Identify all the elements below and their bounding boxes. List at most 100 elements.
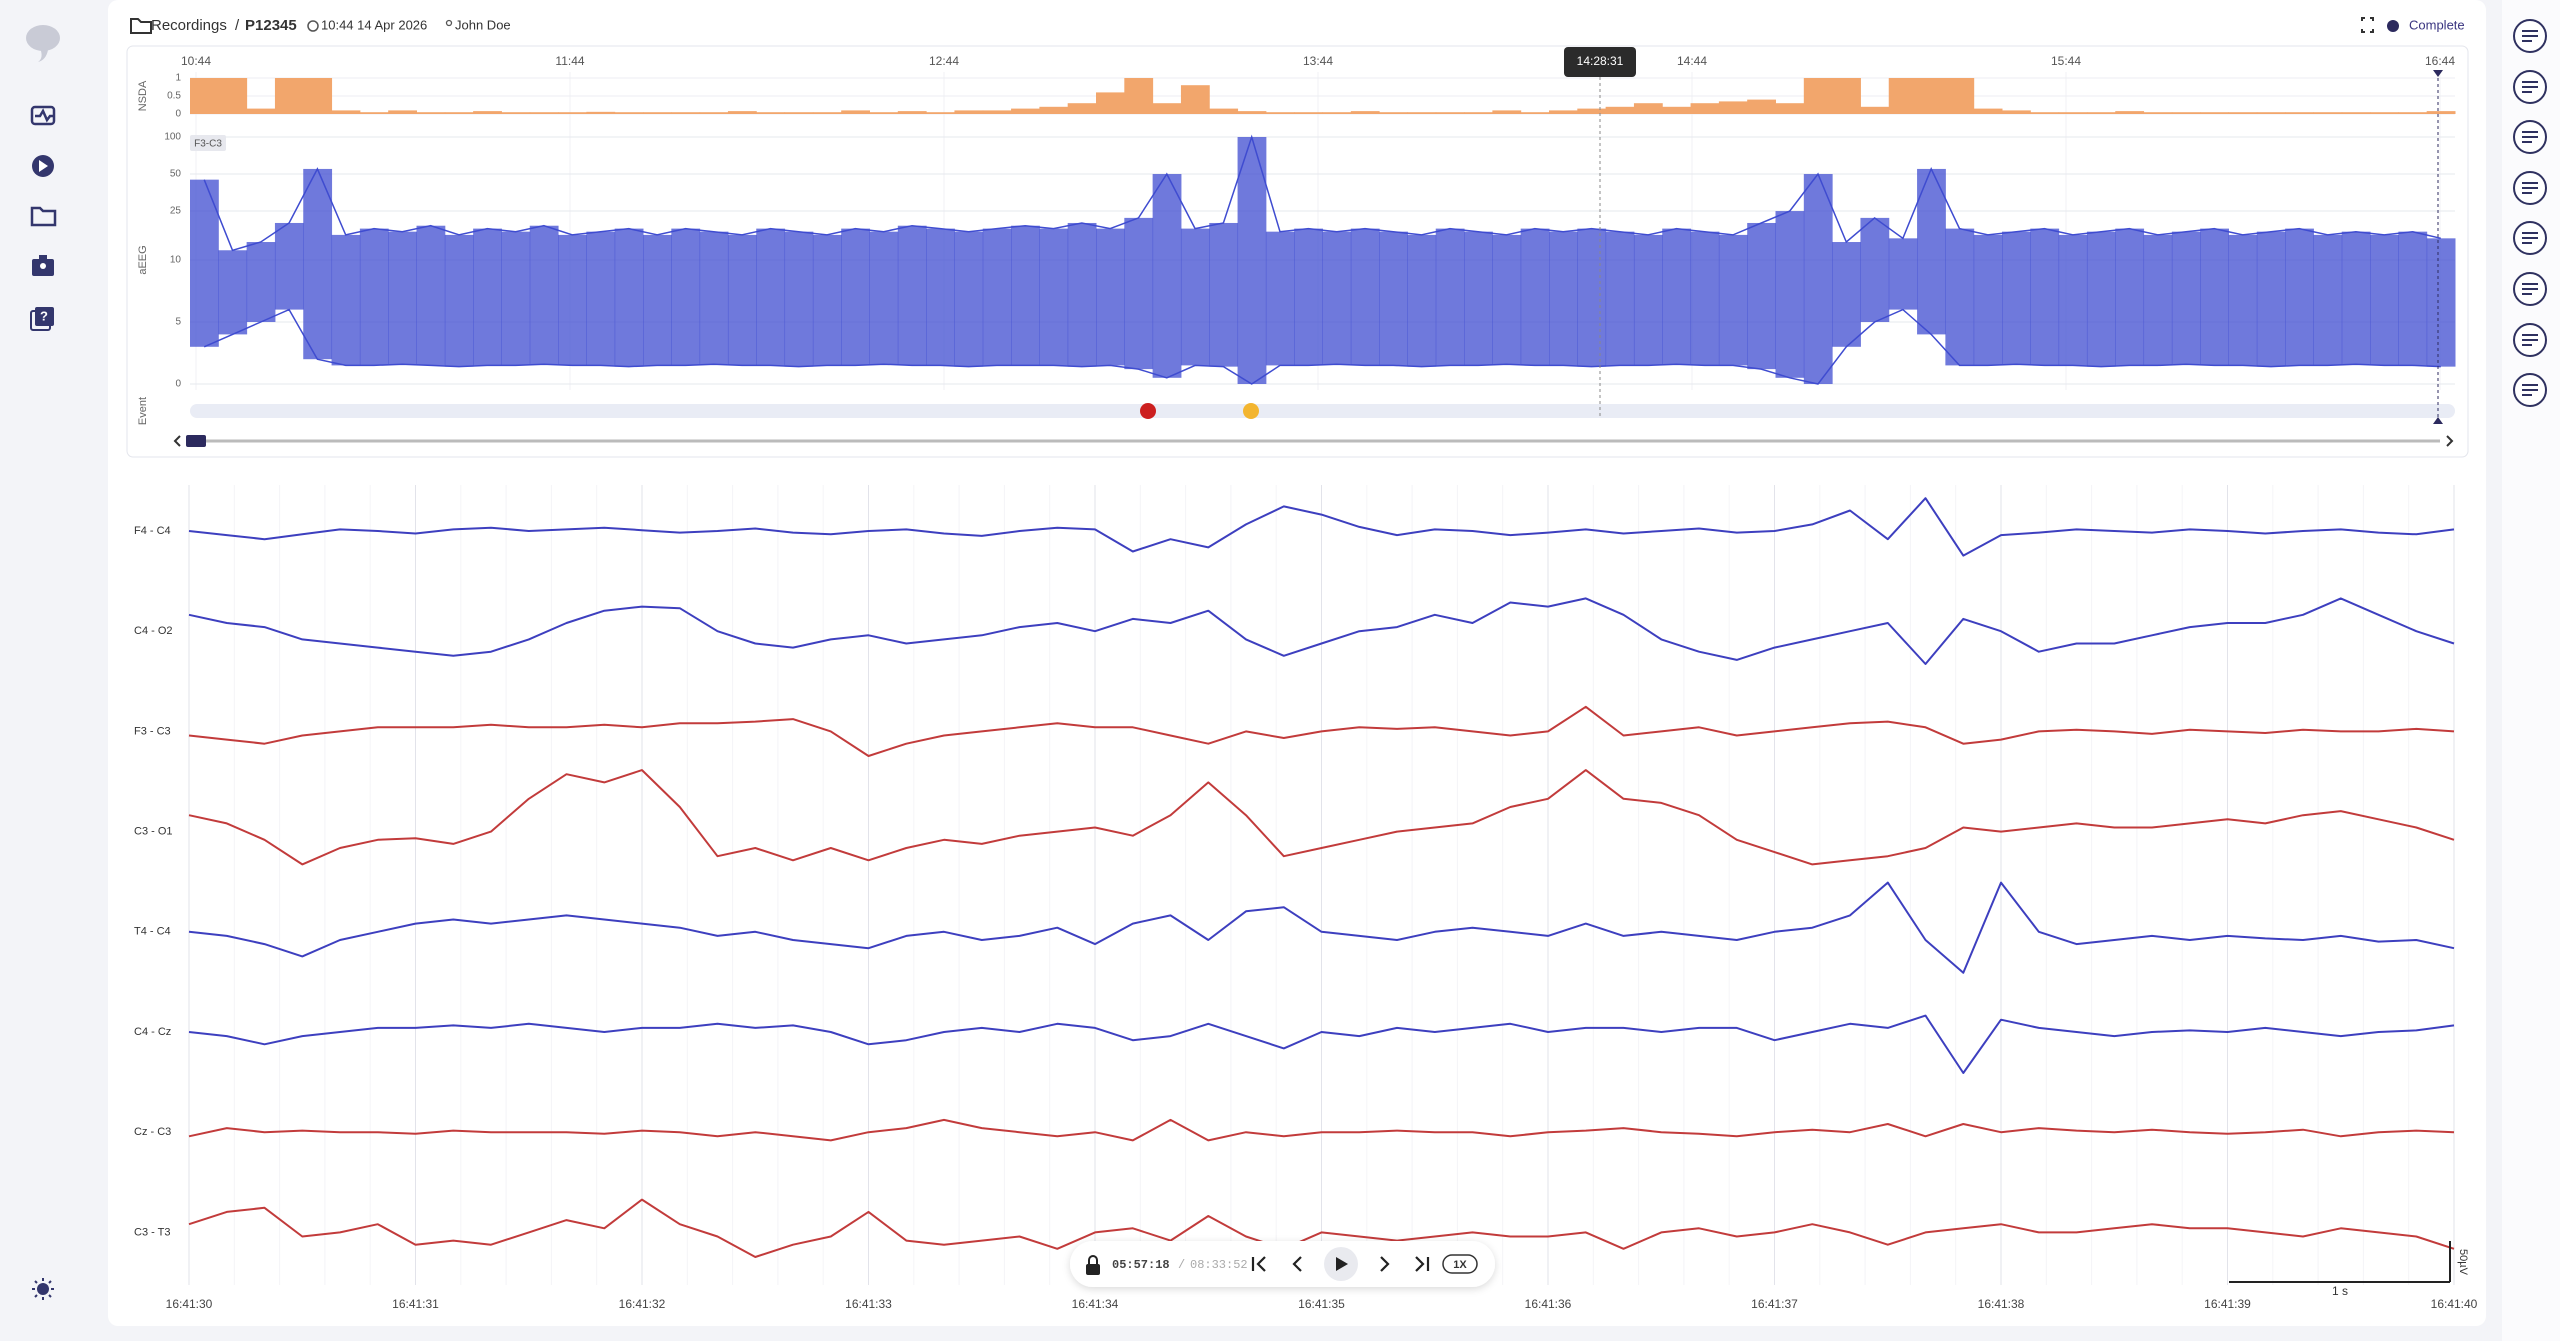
aeeg-band bbox=[218, 250, 248, 335]
scroll-left[interactable] bbox=[173, 435, 181, 447]
play-button[interactable] bbox=[1324, 1247, 1358, 1281]
aeeg-band bbox=[1577, 228, 1607, 367]
aeeg-band bbox=[841, 228, 870, 366]
nsda-bar bbox=[2171, 112, 2201, 114]
skip-end-button[interactable] bbox=[1415, 1256, 1430, 1272]
nsda-bar bbox=[643, 112, 672, 114]
aeeg-band bbox=[1718, 234, 1748, 366]
nsda-bar bbox=[274, 78, 304, 114]
nsda-bar bbox=[2313, 112, 2343, 114]
nsda-bar bbox=[1549, 110, 1578, 114]
nsda-bar bbox=[1860, 106, 1890, 114]
nsda-bar bbox=[2398, 112, 2428, 114]
nsda-bar bbox=[1577, 108, 1607, 114]
nsda-bar bbox=[1662, 106, 1692, 114]
nav-folder[interactable] bbox=[30, 206, 57, 227]
nsda-bar bbox=[1180, 85, 1210, 114]
nsda-bar bbox=[1917, 78, 1946, 114]
user: John Doe bbox=[455, 17, 511, 32]
eeg-time-label: 16:41:31 bbox=[392, 1297, 439, 1311]
aeeg-band bbox=[529, 225, 559, 365]
nav-monitor[interactable] bbox=[30, 105, 56, 126]
speed-button[interactable] bbox=[1442, 1254, 1478, 1274]
aeeg-band bbox=[926, 228, 955, 366]
event-marker[interactable] bbox=[1140, 403, 1156, 419]
event-marker[interactable] bbox=[1243, 403, 1259, 419]
eeg-time-label: 16:41:30 bbox=[166, 1297, 213, 1311]
channel-label: C4 - Cz bbox=[134, 1026, 171, 1038]
scroll-thumb[interactable] bbox=[186, 435, 206, 447]
aeeg-band bbox=[699, 231, 729, 365]
eeg-trace bbox=[188, 769, 2455, 866]
left-sidebar: ? bbox=[26, 25, 60, 1300]
player: 05:57:18 / 08:33:52 1X bbox=[1070, 1241, 1495, 1287]
nsda-bar bbox=[1690, 103, 1720, 114]
nsda-bar bbox=[954, 110, 984, 114]
skip-start-button[interactable] bbox=[1251, 1256, 1266, 1272]
aeeg-band bbox=[2058, 234, 2088, 366]
nsda-bar bbox=[1322, 112, 1352, 114]
theme-toggle[interactable] bbox=[32, 1278, 54, 1300]
fullscreen-button[interactable] bbox=[2361, 17, 2374, 33]
nsda-bar bbox=[2228, 112, 2258, 114]
eeg-trace bbox=[188, 597, 2455, 665]
speed[interactable]: 1X bbox=[1453, 1259, 1467, 1271]
eeg-chart: 16:41:30 16:41:31 16:41:32 16:41:33 16:41:34… bbox=[134, 485, 2478, 1311]
patient-id: P12345 bbox=[245, 17, 297, 34]
lock-button[interactable] bbox=[1086, 1255, 1100, 1275]
channel-label: Cz - C3 bbox=[134, 1126, 171, 1138]
scroll-right[interactable] bbox=[2446, 435, 2454, 447]
eeg-trace bbox=[188, 881, 2455, 974]
nav-badge[interactable] bbox=[32, 255, 54, 276]
user-icon bbox=[445, 19, 453, 27]
nsda-bar bbox=[1464, 112, 1493, 114]
aeeg-band bbox=[2171, 231, 2201, 365]
channel-label: C3 - T3 bbox=[134, 1226, 170, 1238]
nsda-bar bbox=[303, 78, 333, 114]
aeeg-upper-margin bbox=[203, 134, 2441, 252]
tool-icon bbox=[2522, 334, 2538, 346]
aeeg-band bbox=[1803, 174, 1833, 384]
nsda-bar bbox=[558, 112, 587, 114]
nsda-bar bbox=[1718, 101, 1748, 114]
channel-label: F4 - C4 bbox=[134, 525, 171, 537]
nsda-bar bbox=[1209, 108, 1239, 114]
player-position: 05:57:18 bbox=[1112, 1258, 1170, 1272]
svg-text:?: ? bbox=[40, 308, 48, 323]
nsda-bar bbox=[1747, 99, 1776, 114]
next-button[interactable] bbox=[1380, 1256, 1390, 1272]
aeeg-band bbox=[1096, 228, 1125, 366]
eeg-trace bbox=[188, 1198, 2455, 1258]
nav-help[interactable]: ? bbox=[30, 307, 54, 331]
aeeg-band bbox=[1067, 222, 1097, 367]
nsda-bar bbox=[501, 112, 531, 114]
aeeg-band bbox=[2200, 228, 2229, 366]
aeeg-band bbox=[1520, 228, 1550, 366]
nsda-tick-label: 0 bbox=[175, 109, 181, 120]
aeeg-band bbox=[1549, 231, 1578, 366]
aeeg-band bbox=[954, 231, 984, 367]
aeeg-band bbox=[1464, 231, 1493, 366]
aeeg-band bbox=[2285, 228, 2314, 366]
aeeg-band bbox=[331, 234, 361, 366]
aeeg-tick-label: 100 bbox=[164, 132, 181, 143]
event-track bbox=[190, 404, 2455, 418]
nsda-bar bbox=[2002, 110, 2031, 114]
aeeg-band bbox=[812, 234, 842, 366]
prev-button[interactable] bbox=[1292, 1256, 1302, 1272]
aeeg-band bbox=[1294, 228, 1323, 366]
nsda-bar bbox=[1294, 112, 1323, 114]
aeeg-band bbox=[2256, 231, 2286, 367]
aeeg-band bbox=[2030, 228, 2060, 366]
aeeg-band bbox=[501, 231, 531, 366]
breadcrumb[interactable]: Recordings bbox=[151, 17, 227, 34]
aeeg-band bbox=[1322, 231, 1352, 365]
aeeg-band bbox=[444, 234, 474, 367]
aeeg-band bbox=[1605, 231, 1635, 366]
nav-play[interactable] bbox=[32, 155, 54, 177]
player-separator: / bbox=[1178, 1258, 1185, 1272]
nsda-bar bbox=[1067, 103, 1097, 114]
nsda-bar bbox=[416, 112, 446, 114]
aeeg-band bbox=[1945, 228, 1975, 366]
